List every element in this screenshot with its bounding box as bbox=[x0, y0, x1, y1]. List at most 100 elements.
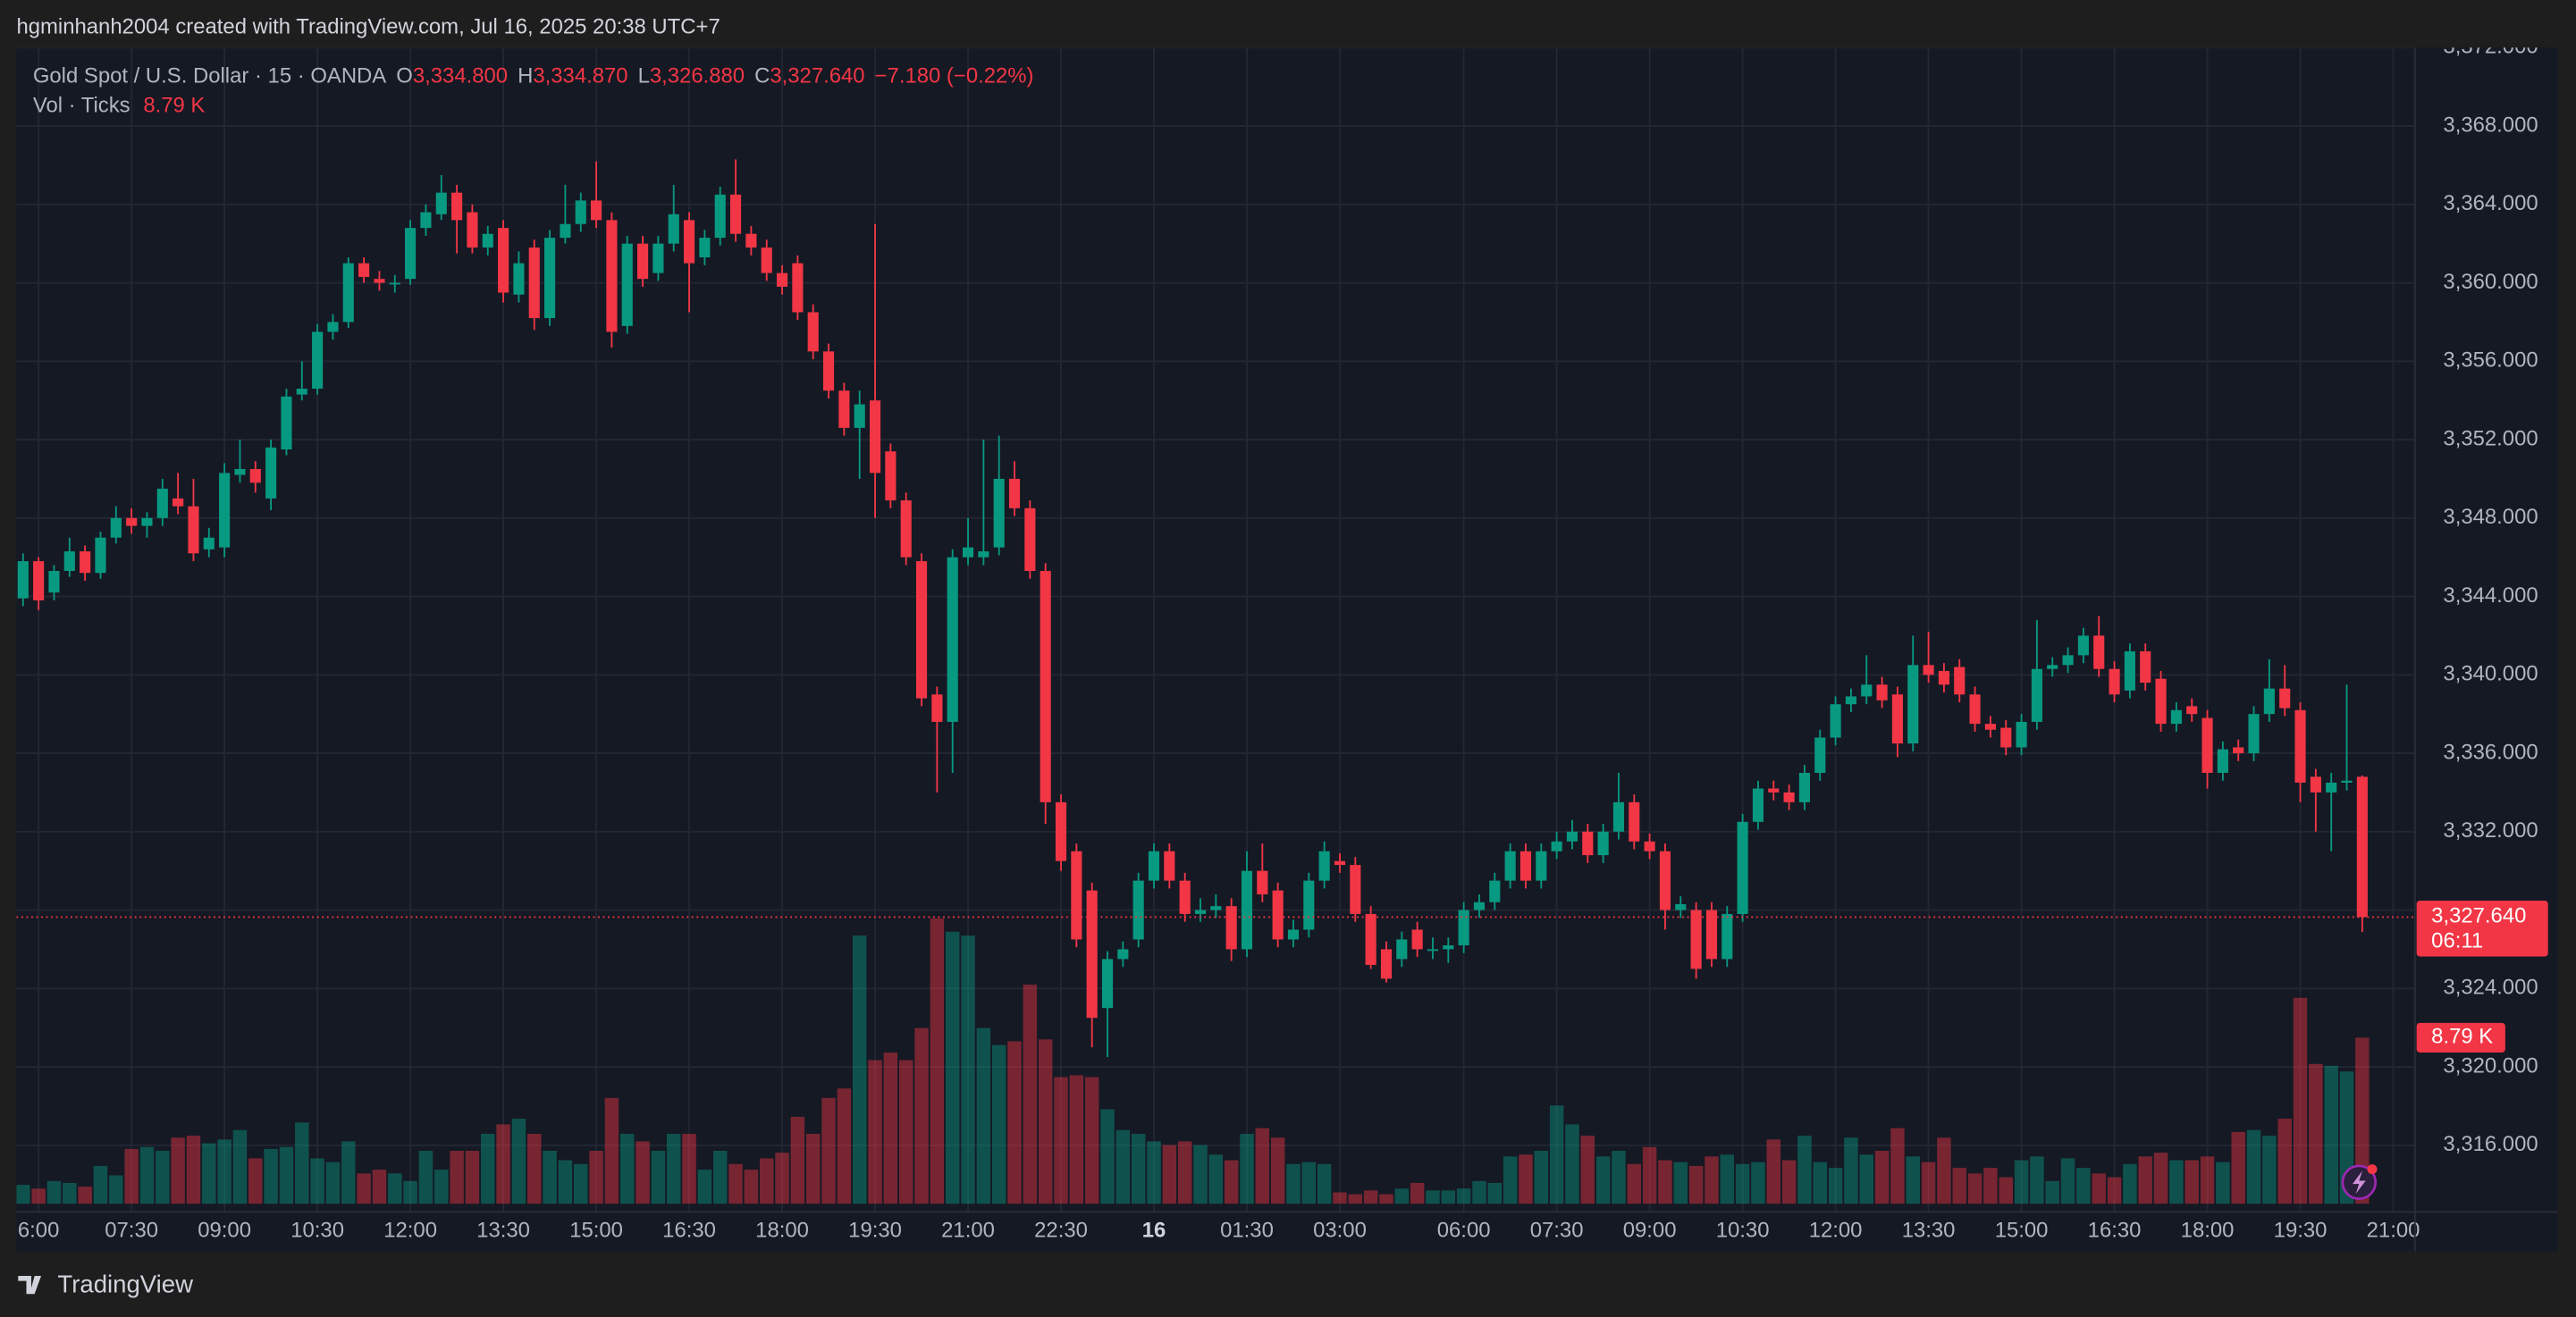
x-tick-label: 07:30 bbox=[1530, 1219, 1584, 1243]
candle-body bbox=[1194, 910, 1207, 914]
candle-body bbox=[156, 488, 168, 518]
candle-body bbox=[405, 228, 417, 280]
volume-bar bbox=[2060, 1158, 2075, 1204]
x-tick-label: 21:00 bbox=[941, 1219, 995, 1243]
candle-body bbox=[1489, 880, 1501, 902]
volume-bar bbox=[1519, 1154, 1533, 1204]
volume-bar bbox=[481, 1133, 495, 1204]
candle-body bbox=[776, 273, 788, 287]
y-tick-label: 3,348.000 bbox=[2443, 505, 2538, 529]
volume-bar bbox=[682, 1133, 696, 1204]
volume-bar bbox=[2355, 1037, 2370, 1204]
candle-body bbox=[993, 478, 1005, 548]
candle-body bbox=[1659, 851, 1671, 910]
volume-bar bbox=[171, 1137, 185, 1204]
y-tick-label: 3,316.000 bbox=[2443, 1132, 2538, 1156]
candle-body bbox=[2217, 749, 2228, 773]
candle-body bbox=[2356, 776, 2368, 918]
volume-bar bbox=[2030, 1156, 2044, 1204]
volume-bar bbox=[1394, 1188, 1410, 1204]
y-tick-label: 3,336.000 bbox=[2443, 740, 2538, 764]
x-tick-label: 19:30 bbox=[848, 1219, 902, 1243]
volume-bar bbox=[697, 1170, 712, 1204]
volume-bar bbox=[713, 1151, 728, 1204]
volume-bar bbox=[2277, 1119, 2292, 1204]
volume-bar bbox=[434, 1170, 449, 1204]
volume-bar bbox=[372, 1170, 387, 1204]
candle-body bbox=[1257, 870, 1268, 894]
replay-icon[interactable] bbox=[2341, 1164, 2378, 1201]
candle-body bbox=[544, 238, 556, 319]
volume-bar bbox=[2309, 1063, 2323, 1204]
volume-bar bbox=[1781, 1160, 1797, 1204]
volume-bar bbox=[991, 1044, 1006, 1204]
volume-bar bbox=[852, 935, 867, 1204]
candle-body bbox=[2093, 635, 2105, 669]
candle-body bbox=[1024, 508, 1036, 572]
volume-bar bbox=[728, 1163, 743, 1204]
x-tick-label: 15:00 bbox=[1995, 1219, 2049, 1243]
x-tick-label: 03:00 bbox=[1313, 1219, 1367, 1243]
volume-bar bbox=[2169, 1160, 2184, 1204]
volume-bar bbox=[511, 1119, 526, 1204]
candle-body bbox=[1644, 841, 1655, 851]
volume-bar bbox=[78, 1187, 92, 1204]
volume-bar bbox=[2092, 1173, 2106, 1204]
candle-body bbox=[575, 200, 586, 224]
volume-bar bbox=[1658, 1160, 1672, 1204]
volume-bar bbox=[16, 1185, 30, 1204]
candle-body bbox=[1768, 788, 1780, 793]
volume-bar bbox=[574, 1163, 588, 1204]
candle-body bbox=[1303, 880, 1315, 930]
candle-body bbox=[1008, 478, 1021, 508]
candle-body bbox=[885, 451, 897, 501]
x-tick-label: 16 bbox=[1142, 1219, 1166, 1243]
volume-bar bbox=[1177, 1141, 1192, 1204]
volume-bar bbox=[1286, 1163, 1301, 1204]
volume-bar bbox=[667, 1133, 681, 1204]
candle-body bbox=[80, 551, 91, 574]
candle-body bbox=[203, 537, 215, 549]
volume-bar bbox=[883, 1053, 898, 1204]
volume-bar bbox=[109, 1175, 123, 1204]
candle-body bbox=[729, 194, 742, 234]
candle-body bbox=[2000, 727, 2012, 748]
volume-bar bbox=[1580, 1136, 1595, 1204]
candle-body bbox=[1365, 913, 1376, 965]
x-tick-label: 13:30 bbox=[1902, 1219, 1956, 1243]
volume-bar bbox=[156, 1151, 170, 1204]
candle-body bbox=[2186, 706, 2198, 715]
y-tick-label: 3,356.000 bbox=[2443, 348, 2538, 373]
volume-bar bbox=[543, 1151, 557, 1204]
volume-bar bbox=[1472, 1180, 1486, 1204]
volume-bar bbox=[2014, 1160, 2029, 1204]
candle-body bbox=[342, 263, 354, 323]
icon-bolt bbox=[2352, 1170, 2366, 1195]
candle-body bbox=[1334, 860, 1346, 866]
legend-line: Gold Spot / U.S. Dollar · 15 · OANDA O3,3… bbox=[33, 64, 1034, 88]
x-tick-label: 13:30 bbox=[476, 1219, 530, 1243]
volume-bar bbox=[2045, 1180, 2059, 1204]
volume-bar bbox=[1456, 1188, 1471, 1204]
candle-body bbox=[420, 212, 432, 229]
x-tick-label: 18:00 bbox=[755, 1219, 809, 1243]
candle-body bbox=[1891, 694, 1903, 744]
volume-bar bbox=[1100, 1109, 1115, 1204]
candle-body bbox=[1117, 949, 1129, 960]
volume-legend: Vol · Ticks 8.79 K bbox=[33, 94, 206, 118]
volume-bar bbox=[1363, 1190, 1378, 1204]
volume-bar bbox=[248, 1158, 263, 1204]
candle-body bbox=[838, 390, 850, 428]
candle-body bbox=[931, 694, 943, 722]
grid bbox=[16, 47, 2415, 1212]
candle-body bbox=[513, 263, 525, 295]
volume-bar bbox=[1410, 1182, 1425, 1204]
volume-bar bbox=[2200, 1156, 2215, 1204]
volume-bar bbox=[1844, 1137, 1858, 1204]
volume-bar bbox=[1983, 1168, 1998, 1204]
volume-bar bbox=[1952, 1168, 1966, 1204]
candle-body bbox=[1520, 851, 1532, 881]
y-tick-label: 3,320.000 bbox=[2443, 1053, 2538, 1078]
